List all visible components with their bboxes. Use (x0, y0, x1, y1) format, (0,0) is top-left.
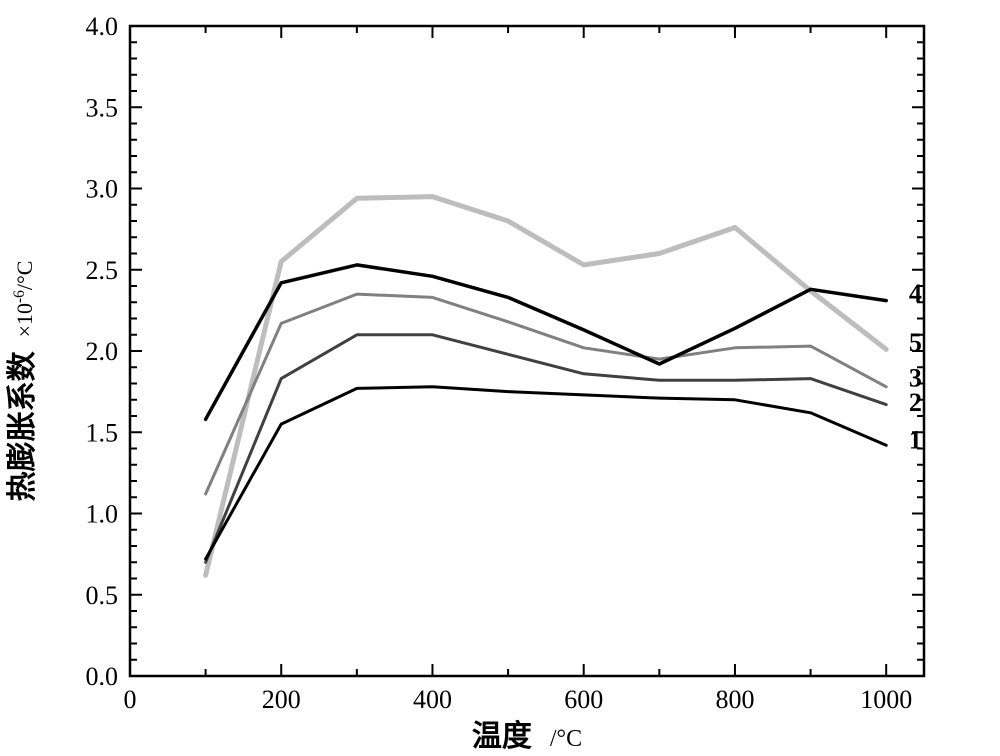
x-tick-label: 0 (124, 685, 137, 714)
y-tick-label: 4.0 (86, 12, 119, 41)
series-label-3: 3 (909, 364, 922, 393)
y-tick-label: 0.5 (86, 581, 119, 610)
x-tick-label: 200 (262, 685, 301, 714)
y-tick-label: 1.5 (86, 418, 119, 447)
series-label-4: 4 (909, 279, 922, 308)
series-label-1: 1 (909, 425, 922, 454)
y-tick-label: 2.0 (86, 337, 119, 366)
y-tick-label: 0.0 (86, 662, 119, 691)
chart-container: 0 200 400 600 800 1000 0.0 0.5 1.0 1.5 2.0 2.5 3.0 3.… (0, 0, 1000, 756)
x-tick-label: 800 (715, 685, 754, 714)
y-tick-label: 3.0 (86, 175, 119, 204)
x-tick-label: 400 (413, 685, 452, 714)
y-tick-label: 1.0 (86, 500, 119, 529)
y-tick-label: 2.5 (86, 256, 119, 285)
x-tick-label: 600 (564, 685, 603, 714)
y-tick-label: 3.5 (86, 93, 119, 122)
series-label-5: 5 (909, 328, 922, 357)
line-chart: 0 200 400 600 800 1000 0.0 0.5 1.0 1.5 2.0 2.5 3.0 3.… (0, 0, 1000, 756)
x-tick-label: 1000 (860, 685, 912, 714)
